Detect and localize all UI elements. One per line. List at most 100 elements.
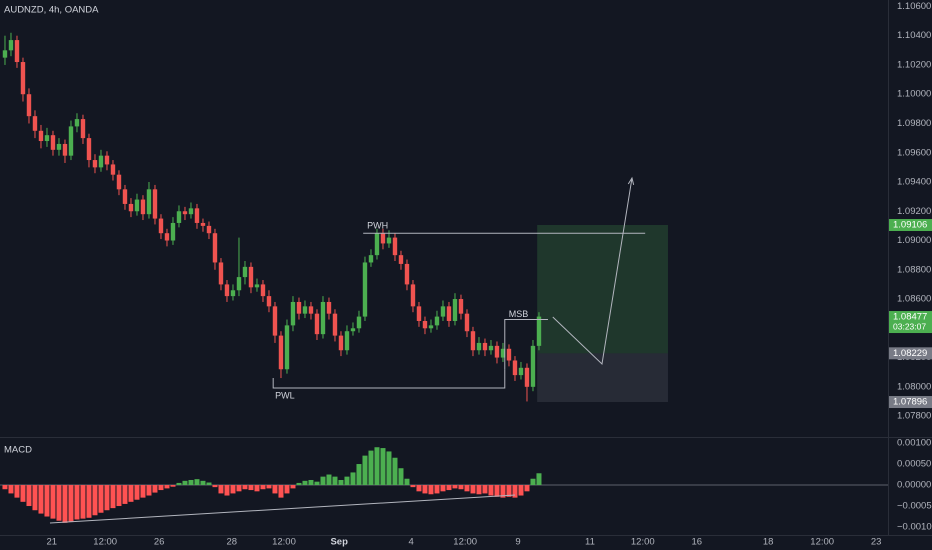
histogram-bar [230, 485, 236, 494]
candle-body [398, 255, 404, 264]
histogram-bar [134, 485, 140, 500]
candle-body [26, 94, 32, 117]
candle-body [500, 348, 506, 358]
histogram-bar [254, 485, 260, 492]
y-tick-label: 0.00100 [897, 438, 931, 449]
candle-body [428, 325, 434, 329]
candle-body [260, 284, 266, 297]
histogram-bar [260, 485, 266, 490]
candle-body [338, 335, 344, 351]
candle-body [20, 62, 26, 95]
histogram-bar [110, 485, 116, 509]
candle-body [392, 237, 398, 256]
candle-body [278, 335, 284, 370]
histogram-bar [50, 485, 56, 519]
histogram-bar [386, 451, 392, 486]
histogram-bar [326, 474, 332, 486]
candle-body [140, 199, 146, 215]
candle-body [242, 266, 248, 278]
histogram-bar [368, 450, 374, 486]
candle-body [320, 301, 326, 335]
candle-body [164, 233, 170, 241]
candle-body [536, 316, 542, 346]
histogram-bar [206, 482, 212, 486]
candle-body [38, 130, 44, 142]
histogram-bar [428, 485, 434, 495]
histogram-bar [512, 485, 518, 498]
x-tick-label: 4 [409, 537, 414, 548]
histogram-bar [62, 485, 68, 523]
drawing-label: PWH [367, 221, 388, 231]
candle-body [200, 222, 206, 226]
candle-body [2, 50, 8, 58]
candle-body [14, 40, 20, 63]
histogram-bar [224, 485, 230, 496]
candle-body [152, 189, 158, 219]
histogram-bar [446, 485, 452, 491]
candle-body [308, 306, 314, 314]
candle-body [92, 160, 98, 168]
histogram-bar [278, 485, 284, 498]
candle-body [62, 143, 68, 156]
y-tick-label: 0.00000 [897, 480, 931, 491]
x-tick-label: 18 [763, 537, 774, 548]
histogram-bar [146, 485, 152, 496]
candle-body [194, 208, 200, 223]
drawing-line [552, 177, 633, 366]
candle-body [368, 255, 374, 263]
histogram-bar [200, 480, 206, 486]
histogram-bar [374, 447, 380, 486]
candle-body [230, 290, 236, 297]
histogram-bar [266, 485, 272, 489]
y-tick-label: 1.09000 [897, 235, 931, 246]
candle-body [464, 313, 470, 332]
y-tick-label: 1.08600 [897, 294, 931, 305]
histogram-bar [530, 478, 536, 486]
y-tick-label: 1.10200 [897, 59, 931, 70]
candle-body [332, 313, 338, 336]
candle-body [488, 345, 494, 351]
drawing-label: PWL [275, 390, 295, 400]
candle-body [296, 301, 302, 314]
x-tick-label: 23 [871, 537, 882, 548]
candle-body [518, 367, 524, 376]
candle-body [512, 360, 518, 376]
histogram-bar [98, 485, 104, 513]
candle-body [50, 135, 56, 150]
candle-body [266, 296, 272, 307]
histogram-bar [68, 485, 74, 522]
candle-body [422, 320, 428, 329]
histogram-bar [26, 485, 32, 507]
candle-body [110, 164, 116, 175]
histogram-bar [176, 482, 182, 486]
histogram-bar [464, 485, 470, 492]
histogram-bar [452, 485, 458, 489]
candle-body [416, 306, 422, 321]
histogram-bar [470, 485, 476, 494]
histogram-bar [20, 485, 26, 502]
candle-body [350, 328, 356, 332]
candle-body [302, 306, 308, 314]
histogram-bar [128, 485, 134, 502]
histogram-bar [272, 485, 278, 494]
y-tick-label: 1.10600 [897, 1, 931, 12]
x-tick-label: 9 [515, 537, 520, 548]
y-tick-label: 1.07800 [897, 411, 931, 422]
price-label-bg [889, 396, 932, 409]
y-tick-label: 0.00050 [897, 459, 931, 470]
histogram-bar [116, 485, 122, 507]
candle-body [494, 345, 500, 358]
histogram-bar [8, 485, 14, 494]
histogram-bar [104, 485, 110, 511]
candle-body [410, 284, 416, 307]
candle-body [158, 218, 164, 234]
candle-body [272, 306, 278, 336]
candle-body [506, 348, 512, 361]
histogram-bar [218, 485, 224, 494]
histogram-bar [290, 485, 296, 489]
histogram-bar [494, 485, 500, 497]
candle-body [188, 208, 194, 215]
histogram-bar [500, 485, 506, 498]
candle-body [386, 237, 392, 244]
candle-body [134, 199, 140, 212]
